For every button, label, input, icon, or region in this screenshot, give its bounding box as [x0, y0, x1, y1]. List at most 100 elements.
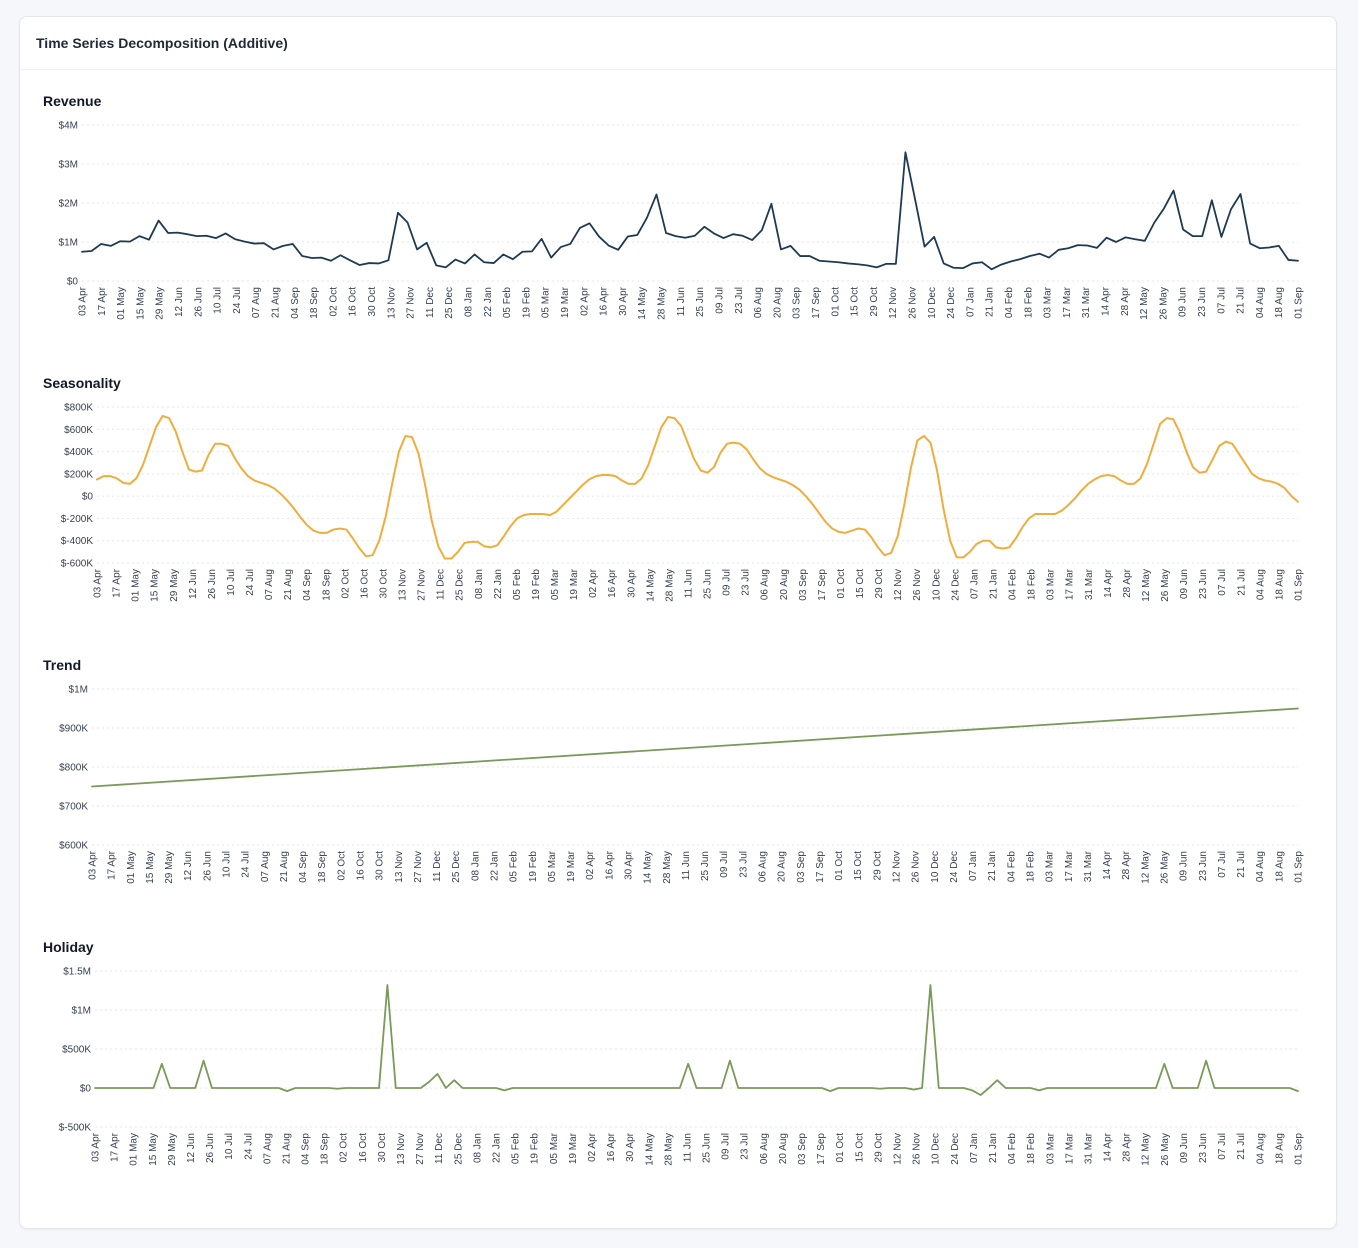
x-tick-label: 23 Jun — [1198, 1133, 1209, 1163]
x-tick-label: 28 May — [657, 287, 668, 320]
x-tick-label: 20 Aug — [772, 287, 783, 318]
x-tick-label: 05 Feb — [511, 1133, 522, 1165]
x-tick-label: 19 Mar — [566, 850, 577, 882]
x-tick-label: 10 Jul — [222, 851, 233, 878]
x-tick-label: 10 Jul — [224, 1133, 235, 1160]
x-tick-label: 24 Jul — [243, 1133, 254, 1160]
x-tick-label: 25 Dec — [455, 569, 466, 601]
x-tick-label: 21 Jul — [1236, 287, 1247, 314]
y-tick-label: $200K — [64, 469, 93, 480]
x-tick-label: 26 May — [1160, 851, 1171, 884]
x-tick-label: 03 Mar — [1043, 286, 1054, 318]
x-tick-label: 01 Sep — [1294, 1133, 1305, 1165]
y-tick-label: $-400K — [61, 536, 94, 547]
x-tick-label: 18 Aug — [1274, 287, 1285, 318]
x-tick-label: 05 Mar — [550, 568, 561, 600]
x-tick-label: 24 Jul — [245, 569, 256, 596]
x-tick-label: 07 Jul — [1217, 569, 1228, 596]
x-tick-label: 18 Sep — [309, 287, 320, 319]
x-tick-label: 21 Jul — [1236, 1133, 1247, 1160]
trend-panel-title: Trend — [43, 657, 82, 673]
x-tick-label: 04 Feb — [1006, 851, 1017, 883]
x-tick-label: 17 Sep — [816, 1133, 827, 1165]
x-tick-label: 03 Sep — [797, 1133, 808, 1165]
x-tick-label: 30 Apr — [625, 1132, 636, 1162]
x-tick-label: 23 Jul — [738, 851, 749, 878]
x-tick-label: 13 Nov — [398, 569, 409, 601]
x-tick-label: 05 Feb — [502, 287, 513, 319]
x-tick-label: 24 Jul — [232, 287, 243, 314]
x-tick-label: 05 Feb — [509, 851, 520, 883]
x-tick-label: 14 Apr — [1103, 568, 1114, 598]
x-tick-label: 17 Apr — [110, 1132, 121, 1162]
x-tick-label: 11 Dec — [436, 569, 447, 600]
y-tick-label: $-200K — [61, 514, 94, 525]
x-tick-label: 17 Apr — [112, 568, 123, 598]
x-tick-label: 12 May — [1139, 287, 1150, 320]
x-tick-label: 27 Nov — [413, 851, 424, 883]
x-tick-label: 17 Mar — [1064, 1132, 1075, 1164]
x-tick-label: 17 Mar — [1064, 850, 1075, 882]
x-tick-label: 27 Nov — [415, 1133, 426, 1165]
x-tick-label: 07 Aug — [264, 569, 275, 600]
seasonality-panel: Seasonality $-600K $-400K $-200K $0 $200K $40… — [20, 375, 1336, 605]
y-tick-label: $3M — [59, 160, 78, 171]
x-tick-label: 02 Apr — [588, 568, 599, 598]
x-tick-label: 08 Jan — [470, 851, 481, 881]
holiday-panel-title: Holiday — [43, 939, 94, 955]
seasonality-panel-title: Seasonality — [43, 375, 121, 391]
x-tick-label: 07 Jan — [968, 851, 979, 881]
x-tick-label: 13 Nov — [396, 1133, 407, 1165]
y-tick-label: $-500K — [59, 1123, 92, 1134]
x-tick-label: 02 Apr — [587, 1132, 598, 1162]
x-tick-label: 04 Sep — [290, 287, 301, 319]
x-tick-label: 23 Jul — [741, 569, 752, 596]
x-tick-label: 15 Oct — [854, 1133, 865, 1163]
y-tick-label: $800K — [64, 403, 93, 414]
x-tick-label: 12 Jun — [174, 287, 185, 317]
holiday-panel: Holiday $-500K $0 $500K $1M $1.5M 03 Apr 17 Ap… — [20, 939, 1336, 1169]
x-tick-label: 26 Nov — [912, 569, 923, 601]
x-tick-label: 28 Apr — [1122, 1132, 1133, 1162]
x-tick-label: 03 Sep — [796, 851, 807, 883]
x-tick-label: 21 Aug — [283, 569, 294, 600]
x-tick-label: 02 Apr — [585, 850, 596, 880]
y-tick-label: $0 — [82, 492, 94, 503]
x-tick-label: 19 Feb — [530, 1133, 541, 1165]
x-tick-label: 08 Jan — [472, 1133, 483, 1163]
x-tick-label: 26 Nov — [907, 287, 918, 319]
x-tick-label: 07 Jan — [969, 1133, 980, 1163]
y-tick-label: $700K — [59, 802, 88, 813]
x-tick-label: 24 Dec — [949, 851, 960, 883]
x-tick-label: 09 Jun — [1179, 1133, 1190, 1163]
x-tick-label: 19 Feb — [528, 851, 539, 883]
y-tick-label: $0 — [67, 277, 79, 288]
x-tick-label: 29 Oct — [873, 1133, 884, 1163]
x-tick-label: 18 Aug — [1274, 851, 1285, 882]
x-tick-label: 07 Aug — [251, 287, 262, 318]
x-tick-label: 12 Nov — [888, 287, 899, 319]
x-tick-label: 29 Oct — [872, 851, 883, 881]
x-tick-label: 15 May — [145, 851, 156, 884]
x-tick-label: 23 Jul — [740, 1133, 751, 1160]
x-tick-label: 04 Sep — [298, 851, 309, 883]
x-tick-label: 29 May — [169, 569, 180, 602]
x-tick-label: 30 Apr — [624, 850, 635, 880]
x-tick-label: 14 May — [637, 287, 648, 320]
y-tick-label: $0 — [80, 1084, 92, 1095]
y-tick-label: $400K — [64, 447, 93, 458]
x-tick-label: 09 Jul — [719, 851, 730, 878]
y-tick-label: $800K — [59, 763, 88, 774]
x-tick-label: 07 Jan — [969, 569, 980, 599]
x-tick-label: 19 Mar — [560, 286, 571, 318]
x-tick-label: 02 Oct — [340, 569, 351, 599]
x-tick-label: 15 May — [135, 287, 146, 320]
x-tick-label: 09 Jul — [714, 287, 725, 314]
x-tick-label: 29 Oct — [874, 569, 885, 599]
y-tick-label: $2M — [59, 199, 78, 210]
x-tick-label: 17 Apr — [97, 286, 108, 316]
x-tick-label: 18 Sep — [317, 851, 328, 883]
x-tick-label: 08 Jan — [464, 287, 475, 317]
x-tick-label: 03 Apr — [88, 850, 99, 880]
x-tick-label: 26 Nov — [912, 1133, 923, 1165]
